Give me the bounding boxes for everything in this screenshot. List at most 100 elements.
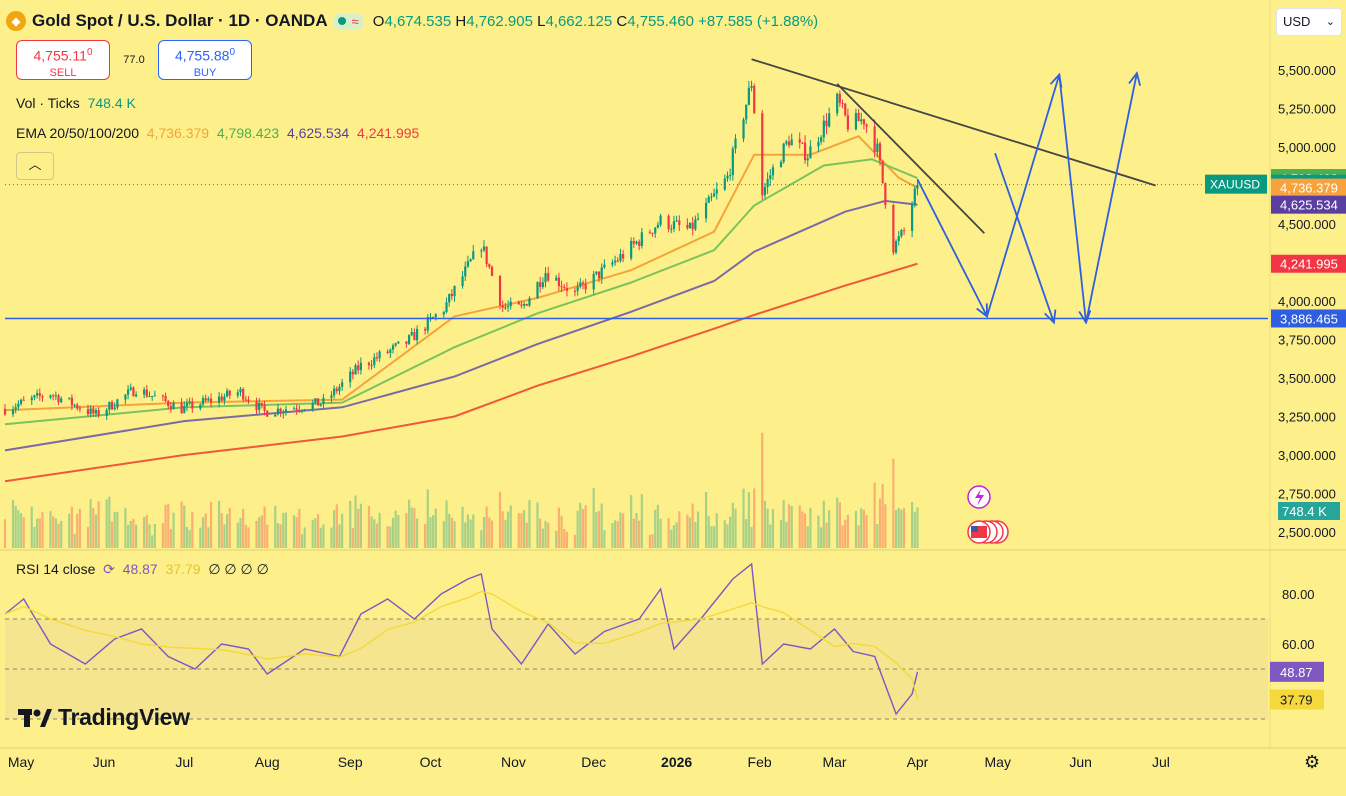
trendline-2[interactable]	[836, 83, 986, 234]
candle-body	[172, 402, 175, 410]
candle-body	[916, 184, 919, 189]
volume-bar	[180, 501, 183, 548]
candle-body	[490, 266, 494, 276]
candle	[878, 141, 882, 166]
candle	[110, 399, 114, 411]
volume-bar	[862, 509, 866, 548]
candle-body	[894, 240, 898, 253]
candle-body	[782, 143, 785, 162]
volume-bar	[613, 520, 617, 548]
candle	[787, 135, 791, 148]
volume-bar	[884, 504, 887, 548]
volume-bar	[367, 505, 371, 548]
candle	[354, 363, 357, 375]
candle-body	[370, 365, 373, 367]
volume-bar	[258, 517, 261, 548]
candle-body	[284, 409, 288, 412]
candle	[576, 281, 579, 296]
candle	[528, 296, 531, 307]
candle	[806, 154, 809, 167]
volume-bar	[183, 505, 186, 548]
candle	[672, 215, 676, 233]
volume-bar	[670, 529, 673, 548]
candle	[204, 394, 207, 403]
ema-legend[interactable]: EMA 20/50/100/200 4,736.379 4,798.423 4,…	[16, 125, 420, 141]
projection-path-1[interactable]	[916, 71, 1141, 325]
candle-body	[11, 409, 15, 415]
lightning-event-icon[interactable]	[967, 485, 991, 509]
volume-bar	[654, 509, 657, 548]
candle	[49, 394, 52, 400]
volume-bar	[857, 525, 860, 548]
candle	[616, 257, 619, 263]
volume-bar	[300, 534, 304, 548]
candle-body	[528, 298, 531, 306]
collapse-legend-button[interactable]: ︿	[16, 152, 54, 180]
volume-bar	[204, 513, 207, 548]
volume-bar	[860, 508, 863, 548]
tradingview-logo[interactable]: TradingView	[18, 704, 190, 731]
trendline-1[interactable]	[751, 58, 1156, 187]
volume-bar	[266, 524, 269, 548]
candle-body	[70, 397, 73, 406]
time-tick-label: Nov	[501, 754, 526, 770]
candle-body	[161, 395, 164, 397]
rsi-refresh-icon[interactable]: ⟳	[103, 561, 115, 577]
candle	[750, 80, 753, 92]
volume-bar	[92, 508, 95, 548]
volume-bar	[472, 514, 475, 548]
us-events-icon[interactable]	[967, 520, 1009, 544]
rsi-placeholders: ∅ ∅ ∅ ∅	[208, 561, 269, 577]
volume-bar	[726, 524, 729, 548]
candle-body	[616, 260, 619, 262]
candle-body	[902, 230, 906, 232]
volume-bar	[600, 503, 603, 548]
symbol-title[interactable]: Gold Spot / U.S. Dollar · 1D · OANDA	[32, 11, 328, 30]
rsi-legend[interactable]: RSI 14 close ⟳ 48.87 37.79 ∅ ∅ ∅ ∅	[16, 561, 269, 577]
volume-bar	[873, 482, 876, 548]
settings-gear-icon[interactable]: ⚙	[1304, 752, 1321, 772]
candle	[14, 403, 17, 414]
candle	[19, 398, 23, 406]
candle	[563, 284, 566, 290]
candle-body	[260, 402, 263, 405]
candle-body	[322, 397, 325, 405]
candle	[884, 182, 887, 209]
volume-bar	[201, 517, 205, 548]
volume-bar	[480, 530, 483, 548]
candle-body	[710, 196, 713, 198]
buy-button[interactable]: 4,755.880 BUY	[158, 40, 252, 80]
candle-body	[707, 196, 710, 203]
candle-body	[410, 332, 413, 336]
candle-body	[432, 317, 435, 319]
status-pill[interactable]: ≈	[333, 13, 363, 29]
sell-price: 4,755.11	[33, 47, 87, 64]
volume-bar	[244, 524, 247, 548]
candle	[223, 393, 226, 405]
candle-body	[148, 396, 151, 398]
candle-body	[704, 202, 708, 219]
projection-path-2[interactable]	[994, 152, 1057, 325]
volume-bar	[247, 527, 250, 548]
candle-body	[274, 414, 277, 417]
volume-bar	[579, 502, 582, 548]
candle	[766, 172, 769, 194]
volume-legend[interactable]: Vol · Ticks 748.4 K	[16, 95, 136, 111]
volume-bar	[410, 507, 413, 548]
volume-bar	[228, 507, 231, 548]
volume-bar	[878, 498, 882, 548]
candle-body	[763, 186, 767, 196]
candle-body	[54, 395, 57, 397]
candle-body	[798, 139, 801, 143]
candle	[619, 248, 622, 263]
candle-body	[712, 193, 716, 197]
currency-select[interactable]: USD ⌄	[1276, 8, 1342, 36]
volume-bar	[319, 527, 322, 548]
candle	[557, 272, 561, 291]
volume-bar	[239, 517, 242, 548]
sell-button[interactable]: 4,755.110 SELL	[16, 40, 110, 80]
candle-body	[688, 222, 692, 229]
volume-bar	[338, 524, 341, 548]
candle-body	[453, 286, 456, 297]
